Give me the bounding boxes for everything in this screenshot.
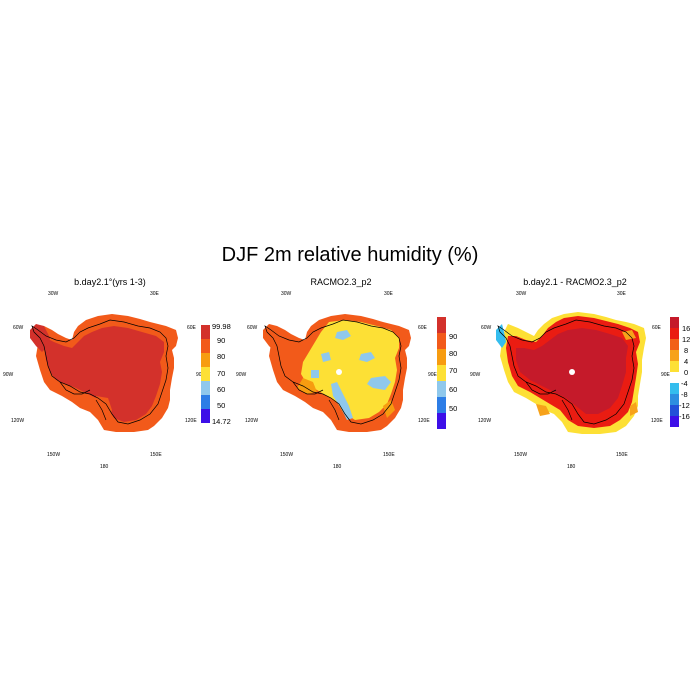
- panel-3-colorbar: [670, 317, 679, 427]
- lon-label-90w: 90W: [236, 372, 247, 378]
- panel-3-colorbar-bin: [670, 416, 679, 427]
- panel-1-colorbar-label: 70: [217, 369, 226, 378]
- lon-label-150e: 150E: [616, 452, 628, 458]
- lon-label-60e: 60E: [418, 325, 427, 331]
- panel-1-colorbar-bin: [201, 409, 210, 423]
- panel-2-colorbar-bin: [437, 381, 446, 397]
- panel-2-colorbar-bin: [437, 397, 446, 413]
- panel-2-colorbar-bin: [437, 317, 446, 333]
- lon-label-150e: 150E: [383, 452, 395, 458]
- lon-label-120w: 120W: [11, 418, 25, 424]
- panel-1-colorbar-bin: [201, 367, 210, 381]
- panel-3-colorbar-bin: [670, 317, 679, 328]
- panel-2-colorbar-label: 60: [449, 385, 458, 394]
- lon-label-180: 180: [567, 464, 576, 470]
- panel-1-colorbar-label: 14.72: [212, 417, 231, 426]
- panel-3-antarctica-map: [496, 312, 646, 434]
- panel-3-colorbar-label: -4: [681, 379, 688, 388]
- panel-2-coastline: [264, 319, 402, 425]
- lon-label-30e: 30E: [384, 291, 393, 297]
- panel-3-colorbar-bin: [670, 328, 679, 339]
- lon-label-120w: 120W: [245, 418, 259, 424]
- panel-1-colorbar-label: 50: [217, 401, 226, 410]
- panel-1-map-fill: [30, 314, 178, 432]
- lon-label-120e: 120E: [418, 418, 430, 424]
- lon-label-30w: 30W: [516, 291, 527, 297]
- lon-label-120w: 120W: [478, 418, 492, 424]
- panel-1-coastline: [31, 319, 169, 425]
- lon-label-180: 180: [333, 464, 342, 470]
- panel-3-colorbar-label: 16: [682, 324, 691, 333]
- lon-label-150e: 150E: [150, 452, 162, 458]
- panel-3-title: b.day2.1 - RACMO2.3_p2: [523, 277, 627, 287]
- panel-1-colorbar-label: 90: [217, 336, 226, 345]
- lon-label-150w: 150W: [514, 452, 528, 458]
- lon-label-60e: 60E: [187, 325, 196, 331]
- panel-2-colorbar-label: 70: [449, 366, 458, 375]
- panel-2-colorbar-bin: [437, 333, 446, 349]
- lon-label-30w: 30W: [281, 291, 292, 297]
- lon-label-120e: 120E: [185, 418, 197, 424]
- panel-3-colorbar-bin: [670, 361, 679, 372]
- panel-1-colorbar-label: 80: [217, 352, 226, 361]
- panel-2-map-fill: [263, 314, 411, 432]
- lon-label-30e: 30E: [617, 291, 626, 297]
- panel-1-antarctica-map: [30, 314, 178, 432]
- panel-3-map-fill: [496, 312, 646, 434]
- lon-label-90e: 90E: [428, 372, 437, 378]
- lon-label-90w: 90W: [3, 372, 14, 378]
- panel-3-colorbar-bin: [670, 339, 679, 350]
- panel-1-colorbar-label: 60: [217, 385, 226, 394]
- panel-3-colorbar-label: 8: [684, 346, 689, 355]
- panel-2-antarctica-map: [263, 314, 411, 432]
- panel-1-colorbar-bin: [201, 395, 210, 409]
- panel-2-colorbar-bin: [437, 365, 446, 381]
- lon-label-90w: 90W: [470, 372, 481, 378]
- panel-2-colorbar-bin: [437, 413, 446, 429]
- panel-2-title: RACMO2.3_p2: [310, 277, 372, 287]
- panel-1-title: b.day2.1°(yrs 1-3): [74, 277, 146, 287]
- panel-1-colorbar: [201, 325, 210, 423]
- panel-1-colorbar-bin: [201, 325, 210, 339]
- panel-2-colorbar: [437, 317, 446, 429]
- panel-3-colorbar-bin: [670, 394, 679, 405]
- lon-label-180: 180: [100, 464, 109, 470]
- lon-label-30w: 30W: [48, 291, 59, 297]
- panel-3-coastline: [497, 319, 635, 425]
- panel-3-colorbar-label: 0: [684, 368, 689, 377]
- panel-3-colorbar-label: 12: [682, 335, 691, 344]
- panel-2-colorbar-label: 90: [449, 332, 458, 341]
- lon-label-60w: 60W: [481, 325, 492, 331]
- panel-2-colorbar-label: 80: [449, 349, 458, 358]
- panel-3-colorbar-label: 4: [684, 357, 689, 366]
- lon-label-150w: 150W: [280, 452, 294, 458]
- lon-label-90e: 90E: [661, 372, 670, 378]
- panel-3-colorbar-bin: [670, 383, 679, 394]
- lon-label-30e: 30E: [150, 291, 159, 297]
- lon-label-90e: 90E: [196, 372, 205, 378]
- panel-3-colorbar-label: -8: [681, 390, 688, 399]
- lon-label-60e: 60E: [652, 325, 661, 331]
- panel-1-colorbar-bin: [201, 339, 210, 353]
- panel-3-colorbar-bin: [670, 405, 679, 416]
- panel-2-colorbar-label: 50: [449, 404, 458, 413]
- panel-3-colorbar-bin: [670, 372, 679, 383]
- panel-1-colorbar-bin: [201, 381, 210, 395]
- figure-title: DJF 2m relative humidity (%): [221, 244, 479, 266]
- lon-label-60w: 60W: [13, 325, 24, 331]
- lon-label-150w: 150W: [47, 452, 61, 458]
- panel-2-colorbar-bin: [437, 349, 446, 365]
- panel-1-colorbar-bin: [201, 353, 210, 367]
- panel-3-colorbar-label: -16: [679, 412, 690, 421]
- lon-label-60w: 60W: [247, 325, 258, 331]
- lon-label-120e: 120E: [651, 418, 663, 424]
- panel-3-colorbar-bin: [670, 350, 679, 361]
- panel-3-colorbar-label: -12: [679, 401, 690, 410]
- panel-1-colorbar-label: 99.98: [212, 322, 231, 331]
